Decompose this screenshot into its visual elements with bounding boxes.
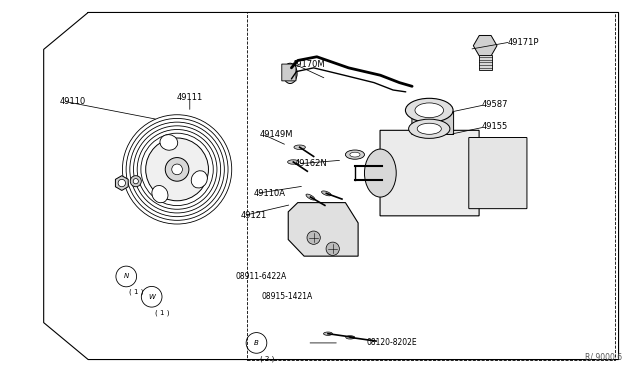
Text: 49110: 49110 xyxy=(60,97,86,106)
Ellipse shape xyxy=(321,191,331,196)
Text: 49149M: 49149M xyxy=(260,130,293,139)
Text: 49111: 49111 xyxy=(177,93,203,102)
Circle shape xyxy=(172,164,182,175)
Ellipse shape xyxy=(346,150,364,159)
Ellipse shape xyxy=(408,119,450,138)
Polygon shape xyxy=(474,35,497,56)
Ellipse shape xyxy=(346,336,355,339)
Text: N: N xyxy=(124,273,129,279)
Ellipse shape xyxy=(350,152,360,157)
Text: 49587: 49587 xyxy=(482,100,509,109)
Text: 49110A: 49110A xyxy=(253,189,285,198)
Text: 08911-6422A: 08911-6422A xyxy=(236,272,287,281)
FancyBboxPatch shape xyxy=(479,55,492,70)
Circle shape xyxy=(165,158,189,181)
Text: ( 2 ): ( 2 ) xyxy=(260,355,274,362)
Polygon shape xyxy=(288,203,358,256)
Text: 49170M: 49170M xyxy=(291,60,325,69)
Text: 49121: 49121 xyxy=(241,211,267,220)
Text: 08915-1421A: 08915-1421A xyxy=(261,292,312,301)
Ellipse shape xyxy=(417,123,442,134)
Ellipse shape xyxy=(364,149,396,197)
Ellipse shape xyxy=(160,135,178,150)
Circle shape xyxy=(326,242,339,256)
Circle shape xyxy=(146,138,209,201)
FancyBboxPatch shape xyxy=(282,64,296,81)
Bar xyxy=(247,13,616,359)
Text: ( 1 ): ( 1 ) xyxy=(129,289,144,295)
Ellipse shape xyxy=(306,194,315,200)
Circle shape xyxy=(426,116,440,130)
Text: B: B xyxy=(254,340,259,346)
FancyBboxPatch shape xyxy=(412,112,454,135)
Ellipse shape xyxy=(152,186,168,203)
Text: 49171P: 49171P xyxy=(508,38,539,46)
Text: W: W xyxy=(148,294,155,300)
Ellipse shape xyxy=(294,145,305,150)
Ellipse shape xyxy=(415,103,444,118)
Circle shape xyxy=(133,179,138,184)
Text: 08120-8202E: 08120-8202E xyxy=(366,339,417,347)
Polygon shape xyxy=(115,176,128,190)
FancyBboxPatch shape xyxy=(380,130,479,216)
FancyBboxPatch shape xyxy=(468,138,527,209)
Ellipse shape xyxy=(324,332,332,335)
Ellipse shape xyxy=(191,171,207,188)
Text: 49162N: 49162N xyxy=(294,159,327,169)
Text: ( 1 ): ( 1 ) xyxy=(155,309,169,315)
Ellipse shape xyxy=(405,98,453,122)
Ellipse shape xyxy=(287,160,299,164)
Circle shape xyxy=(131,176,141,187)
Ellipse shape xyxy=(283,63,297,84)
Text: 49155: 49155 xyxy=(482,122,508,131)
Circle shape xyxy=(118,179,125,187)
Circle shape xyxy=(307,231,320,244)
Text: R/ 9000 6: R/ 9000 6 xyxy=(584,352,621,361)
